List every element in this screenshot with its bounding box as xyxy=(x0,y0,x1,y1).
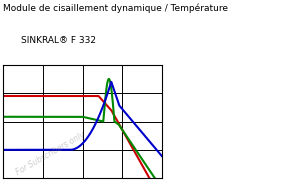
Text: For Subscribers only: For Subscribers only xyxy=(15,130,87,177)
Text: SINKRAL® F 332: SINKRAL® F 332 xyxy=(21,36,96,45)
Text: Module de cisaillement dynamique / Température: Module de cisaillement dynamique / Tempé… xyxy=(3,4,228,13)
